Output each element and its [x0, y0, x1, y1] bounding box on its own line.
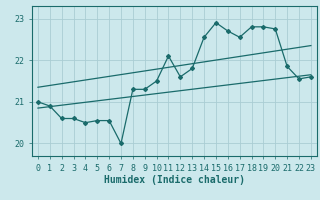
X-axis label: Humidex (Indice chaleur): Humidex (Indice chaleur): [104, 175, 245, 185]
